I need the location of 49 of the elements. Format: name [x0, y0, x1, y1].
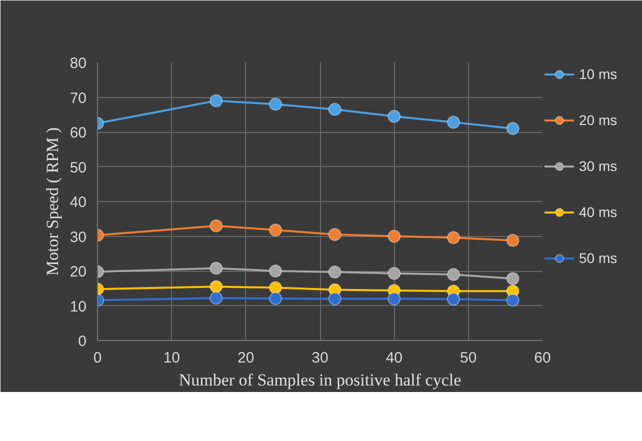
x-tick-label: 20 — [237, 350, 254, 366]
y-tick-label: 40 — [70, 194, 87, 211]
x-tick-label: 10 — [163, 350, 180, 366]
legend-label: 50 ms — [579, 250, 618, 266]
point — [210, 219, 223, 232]
point — [388, 110, 401, 123]
point — [269, 281, 282, 294]
point — [269, 224, 282, 236]
y-tick-label: 70 — [70, 90, 87, 107]
legend-label: 20 ms — [579, 112, 618, 128]
legend-label: 10 ms — [579, 66, 618, 82]
point — [269, 264, 282, 278]
y-tick-label: 20 — [70, 264, 87, 280]
point — [447, 268, 460, 281]
point — [447, 116, 460, 129]
point — [506, 294, 520, 307]
point — [328, 266, 342, 279]
point — [269, 292, 282, 305]
point — [388, 266, 401, 280]
point — [506, 234, 520, 247]
y-tick-label: 10 — [70, 298, 87, 316]
x-tick-label: 40 — [386, 350, 403, 366]
y-axis-title: Motor Speed ( RPM ) — [42, 127, 62, 276]
y-tick-label: 80 — [70, 55, 87, 72]
point — [328, 102, 342, 116]
x-tick-label: 60 — [534, 350, 551, 366]
x-tick-label: 0 — [93, 350, 102, 366]
y-tick-label: 60 — [70, 124, 87, 142]
point — [210, 262, 223, 275]
legend-label: 30 ms — [579, 158, 618, 174]
y-tick-label: 50 — [70, 159, 87, 176]
point — [506, 122, 520, 136]
point — [210, 292, 223, 305]
point — [328, 228, 342, 241]
point — [447, 292, 460, 306]
legend-label: 40 ms — [579, 204, 618, 220]
point — [328, 292, 342, 306]
point — [388, 230, 401, 243]
x-tick-label: 30 — [312, 350, 328, 366]
point — [269, 98, 282, 111]
point — [388, 292, 401, 306]
x-axis-title: Number of Samples in positive half cycle — [178, 370, 462, 390]
point — [506, 272, 520, 286]
y-tick-label: 0 — [78, 333, 86, 350]
point — [210, 94, 223, 108]
x-tick-label: 50 — [460, 350, 477, 366]
point — [447, 231, 460, 244]
y-tick-label: 30 — [70, 228, 87, 246]
point — [210, 280, 223, 294]
